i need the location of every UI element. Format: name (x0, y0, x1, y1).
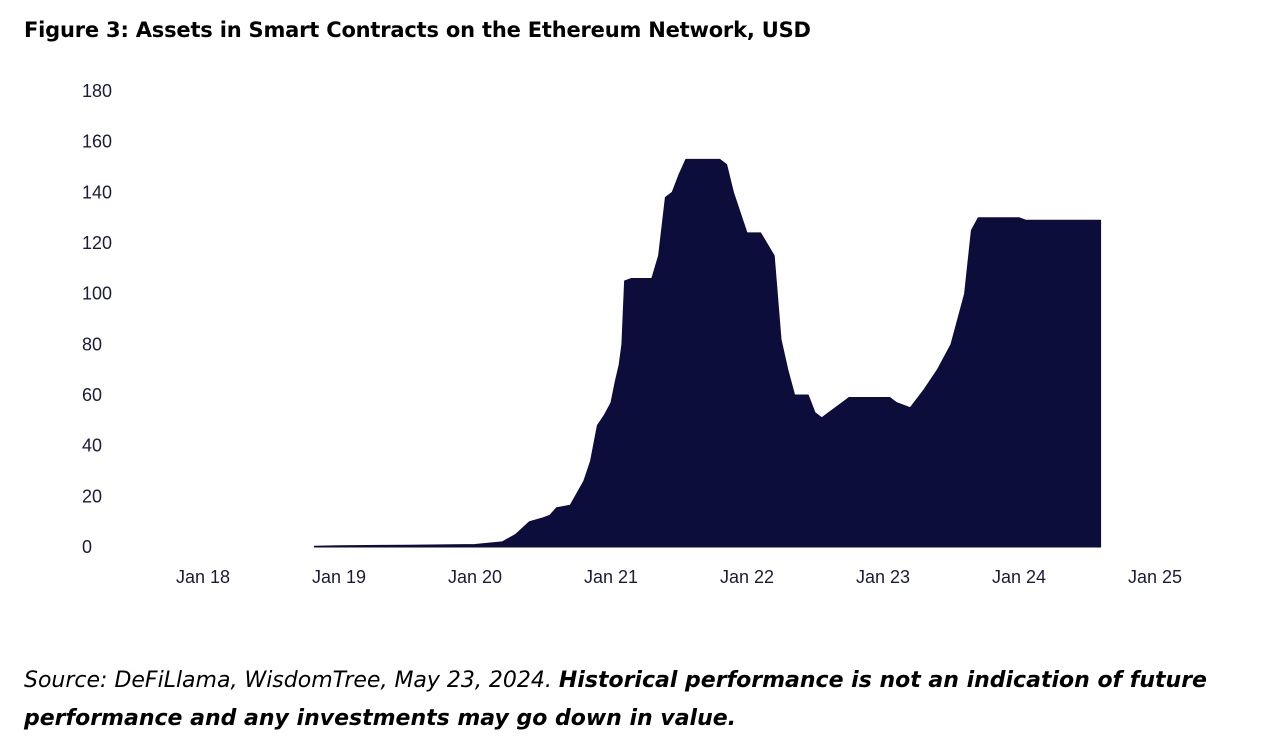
y-tick-label-80: 80 (82, 334, 102, 354)
x-tick-label-jan-20: Jan 20 (448, 567, 502, 587)
x-axis: Jan 18 Jan 19 Jan 20 Jan 21 Jan 22 Jan 23 Jan … (176, 567, 1182, 587)
performance-disclaimer: Historical performance is not an indicat… (24, 668, 1207, 731)
y-tick-label-60: 60 (82, 385, 102, 405)
y-tick-label-120: 120 (82, 233, 112, 253)
x-tick-label-jan-21: Jan 21 (584, 567, 638, 587)
y-tick-label-40: 40 (82, 436, 102, 456)
series-layer (314, 158, 1102, 548)
y-tick-label-140: 140 (82, 182, 112, 202)
figure-title: Figure 3: Assets in Smart Contracts on t… (24, 18, 811, 42)
x-tick-label-jan-18: Jan 18 (176, 567, 230, 587)
x-tick-label-jan-22: Jan 22 (720, 567, 774, 587)
series-area-0 (314, 158, 1102, 548)
y-tick-label-0: 0 (82, 537, 92, 557)
y-tick-label-160: 160 (82, 132, 112, 152)
y-axis: 0 20 40 60 80 100 120 140 160 180 (82, 81, 112, 557)
y-tick-label-180: 180 (82, 81, 112, 101)
source-note: Source: DeFiLlama, WisdomTree, May 23, 2… (24, 662, 1254, 738)
chart-area: 0 20 40 60 80 100 120 140 160 180 Jan 18 Jan 19 Jan… (0, 60, 1270, 620)
y-tick-label-20: 20 (82, 486, 102, 506)
source-citation: Source: DeFiLlama, WisdomTree, May 23, 2… (24, 668, 559, 693)
y-tick-label-100: 100 (82, 284, 112, 304)
x-tick-label-jan-24: Jan 24 (992, 567, 1046, 587)
x-tick-label-jan-25: Jan 25 (1128, 567, 1182, 587)
x-tick-label-jan-23: Jan 23 (856, 567, 910, 587)
x-tick-label-jan-19: Jan 19 (312, 567, 366, 587)
